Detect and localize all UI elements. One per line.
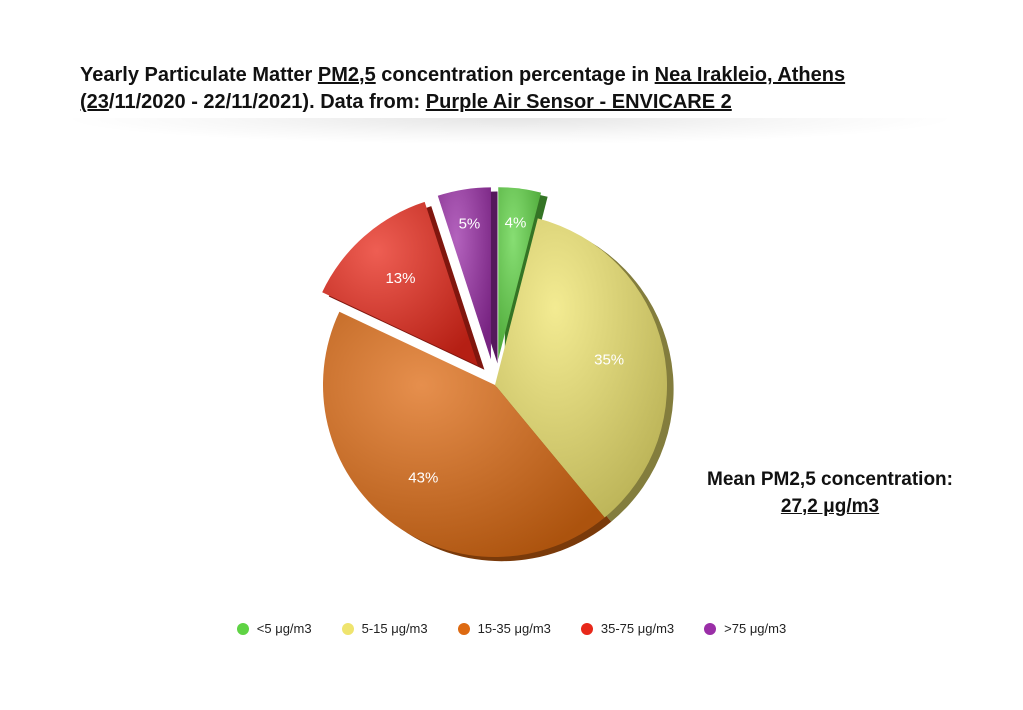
pie-label-15-35-g-m3: 43% — [408, 469, 438, 486]
legend-item-35-75-g-m3: 35-75 μg/m3 — [580, 621, 675, 636]
title-source: Purple Air Sensor - ENVICARE 2 — [425, 91, 732, 113]
pie-slice-5-15-g-m3 — [495, 218, 667, 518]
legend-marker — [236, 622, 249, 635]
title-date-start: (23 — [80, 91, 109, 113]
pie-label-gt-75-g-m3: 5% — [459, 215, 481, 232]
legend-marker — [580, 622, 593, 635]
legend-label: 5-15 μg/m3 — [361, 621, 428, 636]
pie-label-35-75-g-m3: 13% — [385, 270, 415, 287]
legend-marker — [704, 622, 717, 635]
pie-slice-gt-75-g-m3 — [437, 187, 491, 360]
legend-item-15-35-g-m3: 15-35 μg/m3 — [457, 621, 551, 636]
mean-value: 27,2 μg/m3 — [780, 496, 880, 517]
legend-item-5-15-g-m3: 5-15 μg/m3 — [341, 621, 428, 636]
title-date-range: /11/2020 - 22/11/2021). Data from: — [108, 91, 426, 113]
legend-item-lt-5-g-m3: <5 μg/m3 — [236, 621, 312, 636]
title-pm25: PM2,5 — [317, 64, 376, 86]
chart-legend: <5 μg/m3 5-15 μg/m3 15-35 μg/m3 35-75 μg/m3… — [0, 621, 1023, 636]
legend-label: 15-35 μg/m3 — [477, 621, 551, 636]
pie-label-lt-5-g-m3: 4% — [505, 215, 527, 232]
pie-slice-35-75-g-m3 — [322, 201, 478, 366]
legend-label: 35-75 μg/m3 — [600, 621, 675, 636]
chart-title: Yearly Particulate Matter PM2,5 concentr… — [80, 62, 980, 116]
mean-label: Mean PM2,5 concentration: — [707, 469, 953, 490]
legend-label: >75 μg/m3 — [724, 621, 787, 636]
title-location: Nea Irakleio, Athens — [654, 64, 846, 86]
legend-item-gt-75-g-m3: >75 μg/m3 — [704, 621, 786, 636]
pie-label-5-15-g-m3: 35% — [594, 351, 624, 368]
legend-marker — [341, 622, 354, 635]
mean-concentration: Mean PM2,5 concentration: 27,2 μg/m3 — [660, 466, 1000, 520]
pie-slice-15-35-g-m3 — [323, 311, 605, 557]
legend-marker — [457, 622, 470, 635]
title-text-1: Yearly Particulate Matter — [80, 64, 318, 86]
title-shadow — [70, 118, 950, 144]
pie-slice-lt-5-g-m3 — [498, 187, 542, 360]
title-text-2: concentration percentage in — [375, 64, 655, 86]
legend-label: <5 μg/m3 — [256, 621, 312, 636]
